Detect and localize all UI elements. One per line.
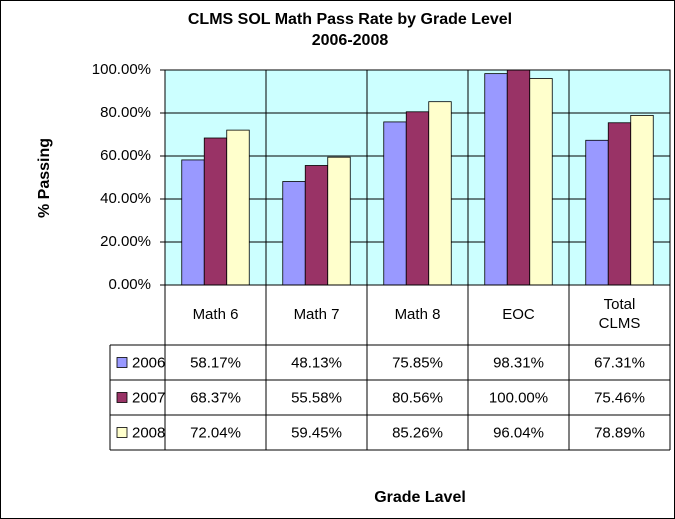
bar [282, 181, 306, 286]
bar [585, 139, 609, 286]
bar [383, 121, 407, 286]
y-tick-label: 80.00% [100, 104, 151, 121]
data-label: 100.00% [489, 389, 548, 406]
bar [304, 165, 329, 286]
bar [226, 129, 250, 286]
chart-title: CLMS SOL Math Pass Rate by Grade Level [188, 11, 512, 28]
data-label: 55.58% [291, 389, 342, 406]
data-label: 58.17% [190, 354, 241, 371]
data-label: 48.13% [291, 354, 342, 371]
data-label: 96.04% [493, 424, 544, 441]
data-label: 67.31% [594, 354, 645, 371]
legend-swatch [116, 392, 128, 403]
legend-label: 2007 [132, 389, 165, 406]
y-tick-label: 100.00% [92, 61, 151, 78]
legend-label: 2006 [132, 354, 165, 371]
bar [529, 78, 553, 286]
x-tick-label: EOC [502, 305, 535, 323]
data-label: 98.31% [493, 354, 544, 371]
y-tick-label: 40.00% [100, 190, 151, 207]
category-cell: Math 7 [293, 305, 340, 323]
y-tick-label: 20.00% [100, 233, 151, 250]
y-tick-label: 0.00% [108, 276, 151, 293]
y-tick-label: 60.00% [100, 147, 151, 164]
bar [405, 111, 430, 286]
bar [203, 137, 228, 286]
x-tick-label: Total CLMS [598, 296, 641, 332]
category-cell: EOC [502, 305, 535, 323]
legend-swatch [116, 427, 128, 438]
data-label: 80.56% [392, 389, 443, 406]
x-tick-label: Math 7 [293, 305, 340, 323]
x-tick-label: Math 8 [394, 305, 441, 323]
category-cell: Total CLMS [598, 296, 641, 332]
bar [506, 69, 531, 286]
data-label: 72.04% [190, 424, 241, 441]
bar [428, 101, 452, 286]
data-label: 75.85% [392, 354, 443, 371]
data-label: 68.37% [190, 389, 241, 406]
y-axis-label: % Passing [36, 138, 53, 218]
category-cell: Math 8 [394, 305, 441, 323]
bar [484, 73, 508, 286]
legend-swatch [116, 357, 128, 368]
bar [181, 159, 205, 286]
data-label: 75.46% [594, 389, 645, 406]
data-label: 78.89% [594, 424, 645, 441]
category-cell: Math 6 [192, 305, 239, 323]
bar [327, 156, 351, 286]
bar [630, 114, 654, 286]
x-tick-label: Math 6 [192, 305, 239, 323]
data-label: 85.26% [392, 424, 443, 441]
x-axis-label: Grade Lavel [374, 489, 466, 506]
legend-label: 2008 [132, 424, 165, 441]
data-label: 59.45% [291, 424, 342, 441]
chart-subtitle: 2006-2008 [312, 32, 389, 49]
bar [607, 122, 632, 286]
